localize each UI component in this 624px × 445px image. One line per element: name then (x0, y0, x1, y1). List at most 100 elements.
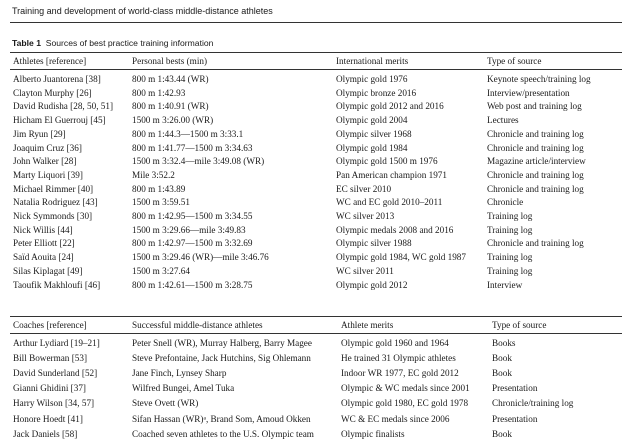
table-cell: 800 m 1:42.95—1500 m 3:34.55 (132, 211, 253, 221)
table-cell: Chronicle and training log (487, 128, 584, 139)
table-cell: Training log (487, 224, 533, 235)
table-cell: Chronicle and training log (487, 238, 584, 249)
column-header: Athlete merits (341, 320, 394, 330)
table-cell: Peter Snell (WR), Murray Halberg, Barry … (132, 338, 312, 348)
table-cell: Marty Liquori [39] (13, 169, 83, 180)
table-cell: 800 m 1:43.44 (WR) (132, 74, 209, 84)
table-cell: Clayton Murphy [26] (13, 87, 92, 98)
table-cell: Indoor WR 1977, EC gold 2012 (341, 368, 459, 379)
table-cell: 800 m 1:40.91 (WR) (132, 101, 209, 112)
table-cell: 800 m 1:41.77—1500 m 3:34.63 (132, 142, 253, 153)
table-cell: Olympic gold 2012 and 2016 (336, 101, 444, 112)
table-cell: Olympic finalists (341, 428, 405, 439)
table-cell: 1500 m 3:59.51 (132, 197, 190, 208)
table-label: Table 1 (12, 38, 41, 48)
table-rule (10, 316, 622, 317)
table-cell: Peter Elliott [22] (13, 238, 75, 249)
table-cell: 1500 m 3:29.66—mile 3:49.83 (132, 224, 246, 235)
table-cell: David Rudisha [28, 50, 51] (13, 101, 114, 112)
table-cell: Michael Rimmer [40] (13, 183, 94, 194)
table-cell: Magazine article/interview (487, 156, 586, 167)
running-header: Training and development of world-class … (12, 6, 273, 16)
table-cell: Sifan Hassan (WR)ᵃ, Brand Som, Amoud Okk… (132, 413, 311, 424)
table-cell: Book (492, 353, 512, 364)
caption-text: Sources of best practice training inform… (45, 38, 214, 48)
column-header: Athletes [reference] (13, 56, 87, 66)
table-cell: Olympic & WC medals since 2001 (341, 383, 470, 394)
table-cell: Arthur Lydiard [19–21] (13, 338, 100, 348)
table-cell: Jack Daniels [58] (13, 428, 78, 439)
table-cell: Chronicle/training log (492, 398, 574, 409)
table-cell: Chronicle and training log (487, 169, 584, 180)
table-cell: Saïd Aouita [24] (13, 252, 74, 263)
table-cell: Olympic gold 1960 and 1964 (341, 338, 449, 348)
table-cell: Book (492, 368, 512, 379)
table-cell: Chronicle and training log (487, 183, 584, 194)
table-cell: Olympic bronze 2016 (336, 87, 417, 98)
table-rule (10, 333, 622, 334)
table-cell: Training log (487, 265, 533, 276)
column-header: Type of source (487, 56, 542, 66)
table-cell: Honore Hoedt [41] (13, 413, 83, 424)
table-cell: WC and EC gold 2010–2011 (336, 197, 443, 208)
table-cell: Joaquim Cruz [36] (13, 142, 82, 153)
table-cell: WC & EC medals since 2006 (341, 413, 450, 424)
table-cell: Book (492, 428, 512, 439)
table-cell: Olympic silver 1968 (336, 128, 412, 139)
table-cell: Jim Ryun [29] (13, 128, 66, 139)
table-cell: Olympic medals 2008 and 2016 (336, 224, 454, 235)
table-cell: Presentation (492, 413, 538, 424)
table-cell: WC silver 2013 (336, 211, 395, 221)
table-caption: Table 1 Sources of best practice trainin… (12, 38, 213, 49)
table-cell: Books (492, 338, 516, 348)
table-cell: 1500 m 3:27.64 (132, 265, 190, 276)
table-cell: 800 m 1:42.93 (132, 87, 186, 98)
table-rule (10, 69, 622, 70)
table-cell: Web post and training log (487, 101, 582, 112)
table-cell: He trained 31 Olympic athletes (341, 353, 456, 364)
table-cell: EC silver 2010 (336, 183, 392, 194)
table-cell: Interview (487, 279, 523, 290)
table-cell: Olympic gold 1500 m 1976 (336, 156, 438, 167)
table-cell: Presentation (492, 383, 538, 394)
table-cell: Harry Wilson [34, 57] (13, 398, 95, 409)
table-cell: 800 m 1:44.3—1500 m 3:33.1 (132, 128, 244, 139)
table-cell: 800 m 1:42.97—1500 m 3:32.69 (132, 238, 253, 249)
header-rule (10, 22, 622, 23)
table-cell: 1500 m 3:29.46 (WR)—mile 3:46.76 (132, 252, 269, 263)
table-cell: David Sunderland [52] (13, 368, 98, 379)
table-cell: Olympic gold 1984, WC gold 1987 (336, 252, 466, 263)
table-cell: 800 m 1:42.61—1500 m 3:28.75 (132, 279, 253, 290)
table-cell: Natalia Rodriguez [43] (13, 197, 98, 208)
table-cell: Alberto Juantorena [38] (13, 74, 101, 84)
table-cell: Olympic gold 1984 (336, 142, 408, 153)
table-cell: Nick Willis [44] (13, 224, 73, 235)
column-header: Type of source (492, 320, 547, 330)
table-cell: Keynote speech/training log (487, 74, 591, 84)
table-cell: 800 m 1:43.89 (132, 183, 186, 194)
table-cell: 1500 m 3:26.00 (WR) (132, 115, 214, 126)
table-cell: Training log (487, 211, 533, 221)
column-header: Coaches [reference] (13, 320, 87, 330)
table-cell: Pan American champion 1971 (336, 169, 447, 180)
table-cell: Lectures (487, 115, 519, 126)
column-header: Personal bests (min) (132, 56, 208, 66)
table-cell: Steve Prefontaine, Jack Hutchins, Sig Oh… (132, 353, 311, 364)
table-cell: Training log (487, 252, 533, 263)
column-header: International merits (336, 56, 409, 66)
table-cell: Olympic gold 1980, EC gold 1978 (341, 398, 469, 409)
table-cell: Steve Ovett (WR) (132, 398, 199, 409)
table-cell: John Walker [28] (13, 156, 77, 167)
table-cell: Olympic gold 1976 (336, 74, 408, 84)
table-cell: Coached seven athletes to the U.S. Olymp… (132, 428, 314, 439)
table-cell: Silas Kiplagat [49] (13, 265, 83, 276)
table-cell: 1500 m 3:32.4—mile 3:49.08 (WR) (132, 156, 265, 167)
table-cell: Olympic silver 1988 (336, 238, 412, 249)
table-cell: Nick Symmonds [30] (13, 211, 93, 221)
table-cell: Olympic gold 2004 (336, 115, 408, 126)
table-cell: Jane Finch, Lynsey Sharp (132, 368, 227, 379)
table-cell: Chronicle and training log (487, 142, 584, 153)
table-cell: Mile 3:52.2 (132, 169, 175, 180)
table-cell: Interview/presentation (487, 87, 570, 98)
